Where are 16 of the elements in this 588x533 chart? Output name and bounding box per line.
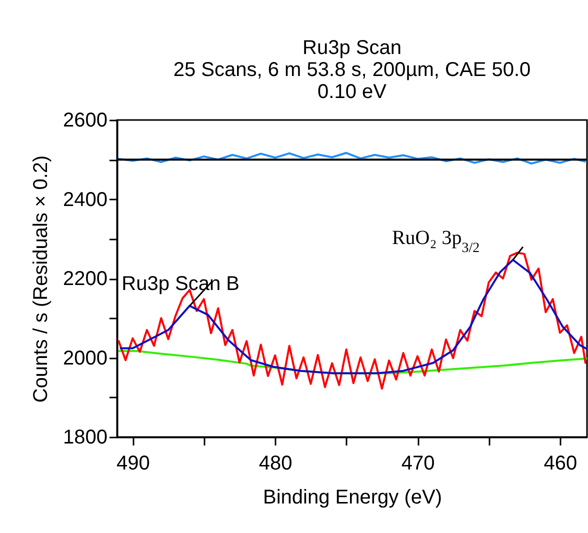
x-tick-label: 460 <box>544 452 578 474</box>
x-axis-title: Binding Energy (eV) <box>263 486 442 508</box>
annotation: RuO₂ 3p$_{3/2}$ <box>392 226 480 256</box>
line-series <box>118 258 587 374</box>
y-tick-label: 2600 <box>63 110 108 132</box>
y-tick-label: 2000 <box>63 347 108 370</box>
chart-subtitle: 25 Scans, 6 m 53.8 s, 200µm, CAE 50.0 0.10 eV <box>173 59 531 103</box>
y-tick-label: 2200 <box>63 268 108 290</box>
x-tick-label: 490 <box>116 452 150 474</box>
y-axis-title: Counts / s (Residuals × 0.2) <box>30 155 52 403</box>
y-tick-label: 2400 <box>63 188 108 211</box>
x-tick-label: 480 <box>258 452 292 474</box>
y-tick-label: 1800 <box>63 426 108 448</box>
x-tick-label: 470 <box>401 452 435 474</box>
annotation: Ru3p Scan B <box>122 272 240 295</box>
chart-title: Ru3p Scan <box>302 37 402 59</box>
